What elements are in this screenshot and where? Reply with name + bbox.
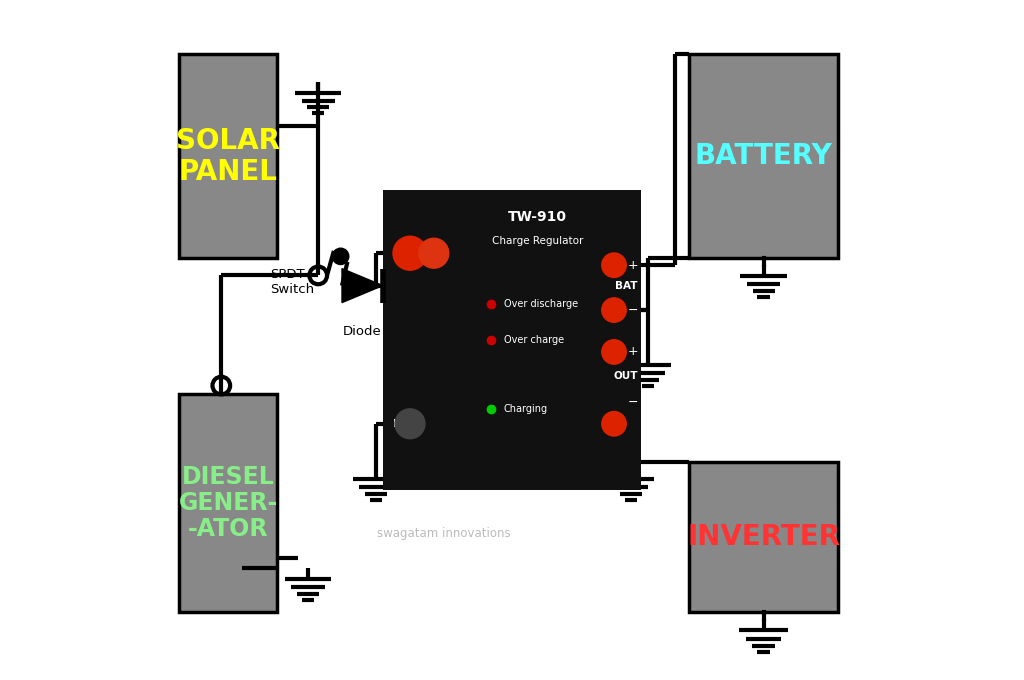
Circle shape xyxy=(393,236,427,270)
Text: INVERTER: INVERTER xyxy=(687,523,840,551)
Text: IN−: IN− xyxy=(393,419,416,429)
Text: Diode: Diode xyxy=(343,325,382,338)
Polygon shape xyxy=(342,269,383,303)
Bar xyxy=(689,54,839,258)
Text: SOLAR
PANEL: SOLAR PANEL xyxy=(176,127,281,186)
Circle shape xyxy=(602,253,627,277)
Text: swagatam innovations: swagatam innovations xyxy=(377,527,511,541)
Circle shape xyxy=(602,411,627,436)
Text: Charge Regulator: Charge Regulator xyxy=(493,236,584,246)
Text: −: − xyxy=(628,303,638,317)
Text: BATTERY: BATTERY xyxy=(694,142,833,171)
Bar xyxy=(383,190,641,490)
Text: Charging: Charging xyxy=(504,404,548,414)
Text: TW-910: TW-910 xyxy=(508,210,567,224)
Circle shape xyxy=(419,238,449,268)
Text: SPDT
Switch: SPDT Switch xyxy=(270,268,314,296)
Bar xyxy=(179,394,278,612)
Text: BAT: BAT xyxy=(615,281,638,291)
Text: IN+: IN+ xyxy=(393,248,416,258)
Text: −: − xyxy=(628,396,638,409)
Circle shape xyxy=(333,248,349,265)
Circle shape xyxy=(602,298,627,322)
Bar xyxy=(689,462,839,612)
Circle shape xyxy=(395,409,425,439)
Text: +: + xyxy=(627,345,638,358)
Text: DIESEL
GENER-
-ATOR: DIESEL GENER- -ATOR xyxy=(178,465,278,541)
Text: Over charge: Over charge xyxy=(504,335,563,345)
Text: Over discharge: Over discharge xyxy=(504,299,578,309)
Circle shape xyxy=(602,340,627,364)
Bar xyxy=(179,54,278,258)
Text: +: + xyxy=(627,258,638,272)
Text: OUT: OUT xyxy=(613,371,638,381)
